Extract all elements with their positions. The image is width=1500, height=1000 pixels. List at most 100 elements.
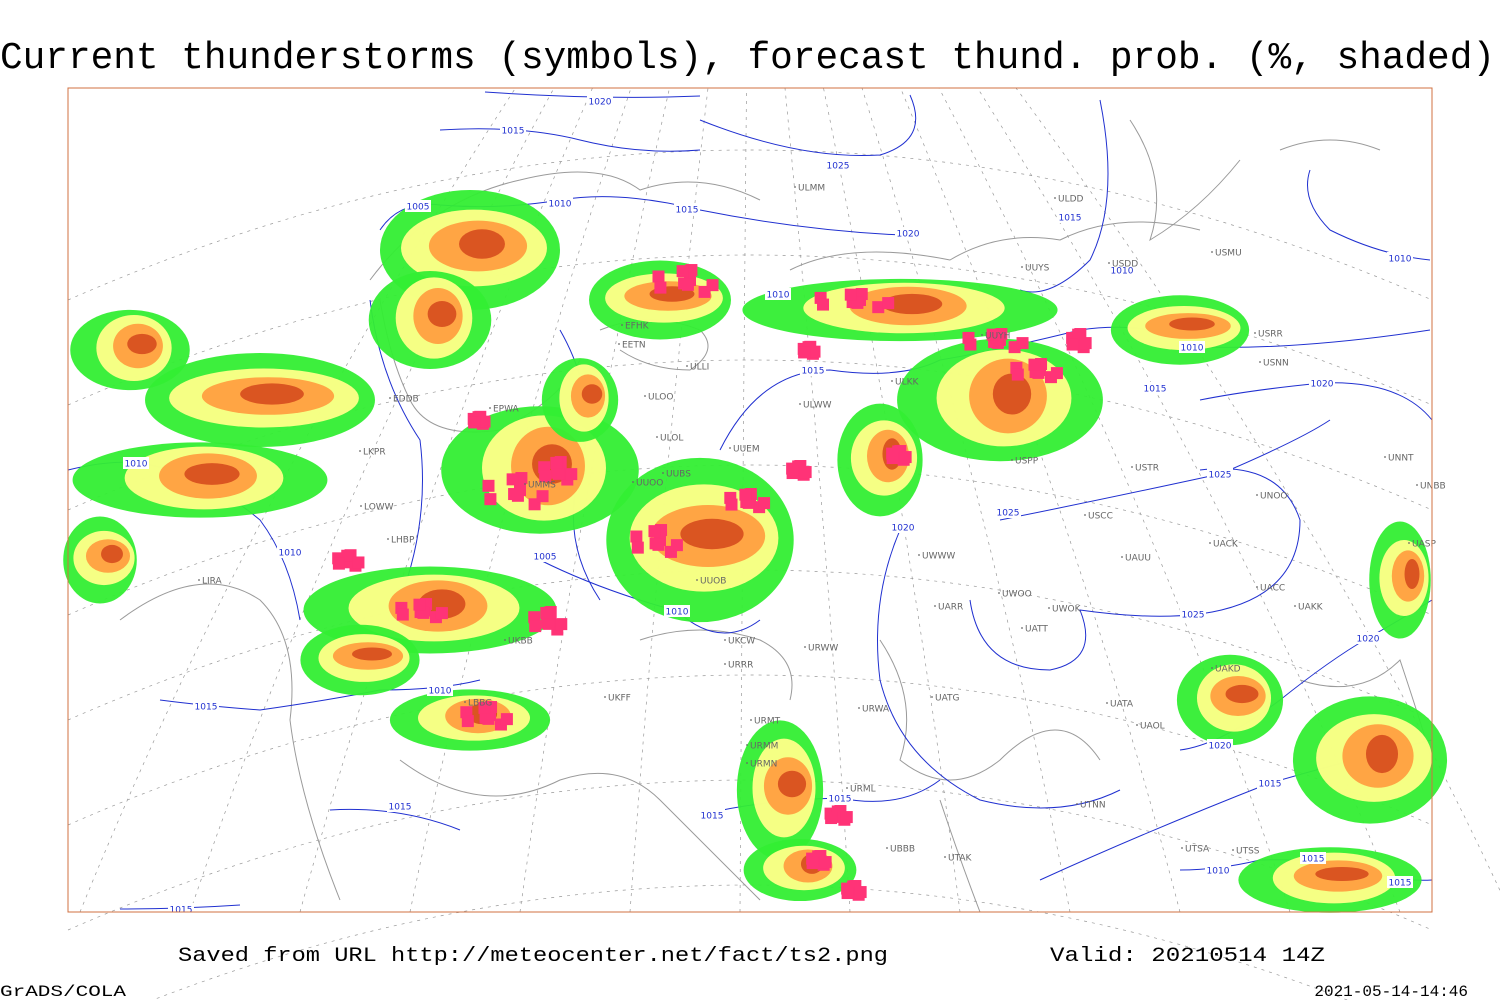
isobar-label-bg (995, 506, 1021, 518)
coastline (399, 759, 761, 901)
timestamp: 2021-05-14-14:46 (1314, 983, 1468, 1000)
storm-symbol (1066, 338, 1079, 351)
station-dot (696, 579, 698, 581)
isobar-label-bg (800, 364, 826, 376)
storm-symbol (808, 345, 821, 358)
station-label: UNOO (1260, 492, 1288, 502)
station-label: UTNN (1080, 801, 1106, 811)
isobar-label: 1010 (429, 687, 452, 697)
station-label: UTSA (1185, 845, 1210, 855)
storm-symbol (482, 479, 495, 492)
station-label: ULLI (690, 363, 709, 373)
station-dot (1181, 847, 1183, 849)
isobar-label: 1015 (701, 812, 724, 822)
storm-symbol (413, 598, 426, 611)
station-dot (746, 744, 748, 746)
isobar-label: 1020 (1357, 635, 1380, 645)
isobar-label: 1010 (1111, 267, 1134, 277)
station-dot (799, 403, 801, 405)
station-label: URMM (750, 742, 778, 752)
storm-symbol (844, 288, 857, 301)
storm-symbol (552, 467, 565, 480)
storm-symbol (840, 811, 853, 824)
coastline (119, 583, 341, 901)
isobar-label: 1010 (279, 549, 302, 559)
storm-symbol (648, 525, 661, 538)
probability-shading (581, 384, 603, 404)
probability-shading (427, 300, 457, 328)
station-dot (1294, 605, 1296, 607)
station-dot (387, 538, 389, 540)
isobar-label: 1005 (534, 553, 557, 563)
station-dot (1106, 702, 1108, 704)
station-label: UTAK (948, 854, 973, 864)
isobar-label-bg (1109, 264, 1135, 276)
storm-symbol (332, 557, 345, 570)
map-frame (67, 87, 1433, 913)
isobar-label: 1015 (502, 127, 525, 137)
coastline (639, 629, 793, 701)
station-dot (1131, 466, 1133, 468)
isobar-label: 1025 (1182, 611, 1205, 621)
isobar (877, 529, 1121, 809)
probability-shading (459, 229, 505, 259)
isobar-label: 1025 (997, 509, 1020, 519)
isobar-label: 1010 (767, 291, 790, 301)
graticule (1015, 87, 1500, 892)
station-dot (621, 324, 623, 326)
station-label: URWA (862, 705, 890, 715)
storm-symbol (964, 338, 977, 351)
station-label: LBBG (468, 699, 492, 709)
station-label: URMN (750, 760, 777, 770)
station-dot (644, 395, 646, 397)
station-dot (1211, 667, 1213, 669)
station-label: UATA (1110, 700, 1134, 710)
station-dot (846, 787, 848, 789)
station-label: UWWW (922, 552, 955, 562)
isobar-label-bg (895, 227, 921, 239)
isobar-label: 1020 (1209, 742, 1232, 752)
isobar-label: 1015 (389, 803, 412, 813)
storm-symbol (786, 467, 799, 480)
station-label: UASP (1412, 540, 1436, 550)
graticule (861, 87, 1071, 913)
station-dot (1408, 542, 1410, 544)
station-label: UACC (1260, 584, 1285, 594)
storm-symbol (468, 416, 481, 429)
isobar-label: 1010 (125, 460, 148, 470)
station-label: USMU (1215, 249, 1242, 259)
isobar (969, 468, 1301, 671)
station-dot (1256, 586, 1258, 588)
storm-symbol (654, 281, 667, 294)
storm-symbol (1016, 337, 1029, 350)
storm-symbol (565, 468, 578, 481)
isobar-label-bg (427, 684, 453, 696)
storm-symbol (511, 489, 524, 502)
graticule (409, 87, 632, 913)
isobar (439, 128, 701, 152)
storm-symbol (819, 856, 832, 869)
station-label: UNBB (1420, 482, 1446, 492)
isobar-label-bg (674, 203, 700, 215)
station-label: URWW (808, 644, 838, 654)
storm-symbol (652, 538, 665, 551)
station-dot (858, 707, 860, 709)
storm-symbol (539, 470, 552, 483)
storm-symbol (825, 812, 838, 825)
isobar-label: 1015 (676, 206, 699, 216)
station-dot (998, 592, 1000, 594)
storm-symbol (854, 886, 867, 899)
station-dot (746, 762, 748, 764)
station-dot (686, 365, 688, 367)
station-label: UUOB (700, 577, 726, 587)
station-dot (1121, 556, 1123, 558)
storm-symbol (506, 473, 519, 486)
station-dot (1084, 514, 1086, 516)
isobar-label: 1020 (897, 230, 920, 240)
isobar-label-bg (827, 792, 853, 804)
storm-symbol (706, 279, 719, 292)
station-label: LKPR (363, 448, 386, 458)
station-label: URML (850, 785, 876, 795)
probability-shading (184, 463, 240, 485)
isobar-label-bg (825, 159, 851, 171)
